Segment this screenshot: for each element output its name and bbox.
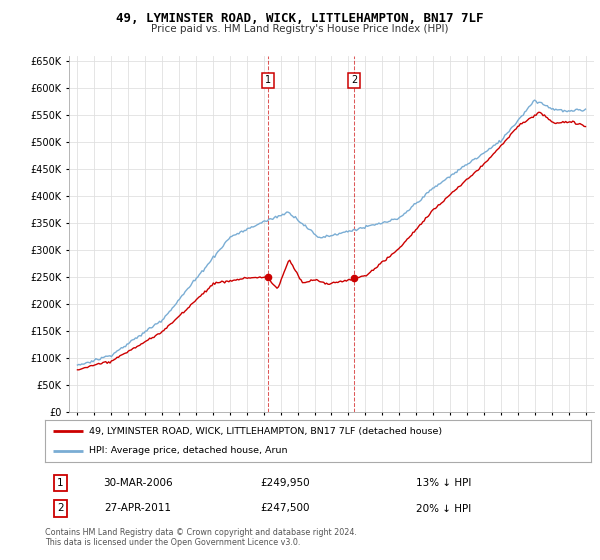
Text: Price paid vs. HM Land Registry's House Price Index (HPI): Price paid vs. HM Land Registry's House …: [151, 24, 449, 34]
Text: 27-APR-2011: 27-APR-2011: [104, 503, 172, 514]
Text: 1: 1: [265, 75, 271, 85]
Text: 13% ↓ HPI: 13% ↓ HPI: [416, 478, 471, 488]
Text: £249,950: £249,950: [260, 478, 310, 488]
Text: 20% ↓ HPI: 20% ↓ HPI: [416, 503, 471, 514]
Text: 49, LYMINSTER ROAD, WICK, LITTLEHAMPTON, BN17 7LF: 49, LYMINSTER ROAD, WICK, LITTLEHAMPTON,…: [116, 12, 484, 25]
Text: Contains HM Land Registry data © Crown copyright and database right 2024.
This d: Contains HM Land Registry data © Crown c…: [45, 528, 357, 547]
Text: 1: 1: [57, 478, 64, 488]
Text: HPI: Average price, detached house, Arun: HPI: Average price, detached house, Arun: [89, 446, 287, 455]
Text: 2: 2: [57, 503, 64, 514]
Text: 49, LYMINSTER ROAD, WICK, LITTLEHAMPTON, BN17 7LF (detached house): 49, LYMINSTER ROAD, WICK, LITTLEHAMPTON,…: [89, 427, 442, 436]
Text: 30-MAR-2006: 30-MAR-2006: [103, 478, 173, 488]
Text: 2: 2: [351, 75, 357, 85]
Text: £247,500: £247,500: [260, 503, 310, 514]
